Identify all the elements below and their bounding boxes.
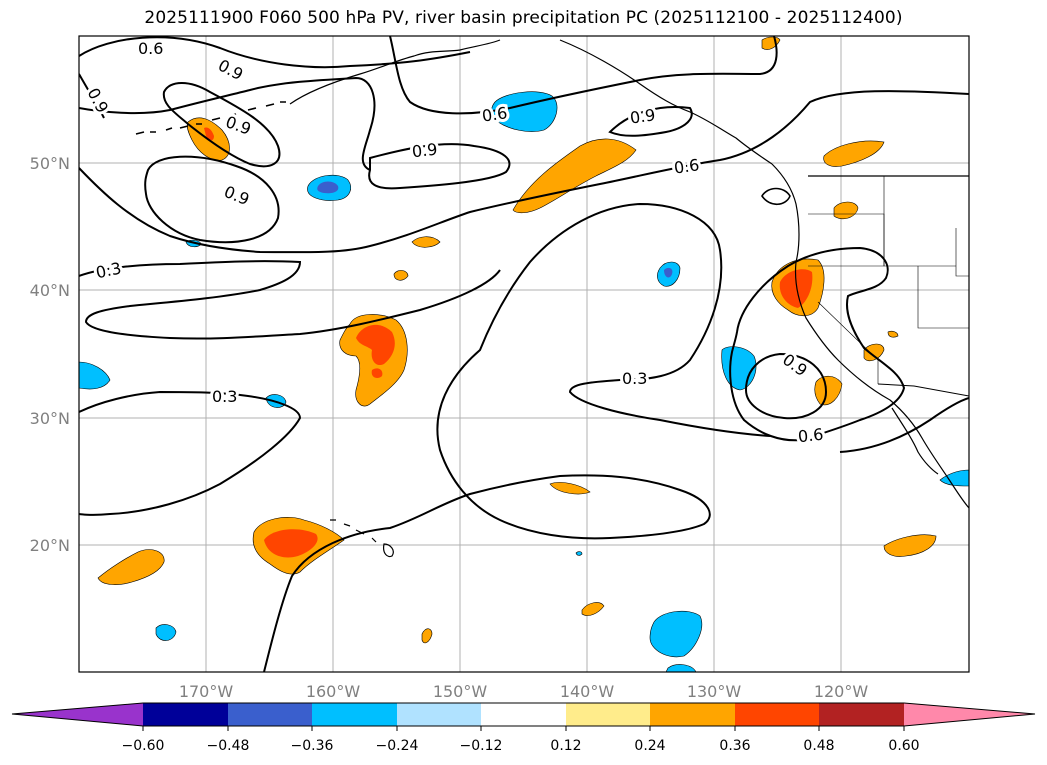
precip-blob — [421, 628, 433, 644]
aleutian-islands — [135, 101, 286, 135]
precip-blob — [356, 324, 395, 366]
colorbar: −0.60 −0.48 −0.36 −0.24 −0.12 0.12 0.24 … — [11, 702, 1036, 754]
baja-coast — [891, 407, 939, 475]
hawaii-islands — [330, 519, 394, 558]
contour-label: 0.9 — [629, 105, 657, 127]
border-us-mexico — [877, 383, 969, 397]
colorbar-tick-label: −0.36 — [291, 738, 334, 754]
precip-blob — [79, 361, 111, 390]
pv-contour-0.9 — [144, 155, 280, 244]
lon-tick-label: 120°W — [814, 682, 869, 701]
pv-contour-0.6 — [79, 76, 376, 171]
colorbar-seg-6 — [566, 703, 650, 726]
pv-contour-0.9 — [79, 73, 105, 119]
colorbar-seg-9 — [819, 703, 904, 726]
precip-blob — [664, 267, 673, 278]
precip-blob — [887, 330, 899, 338]
lat-tick-label: 40°N — [30, 281, 70, 300]
precip-blob — [317, 181, 339, 194]
state-borders — [808, 176, 969, 384]
coastlines — [135, 39, 969, 558]
lat-tick-label: 20°N — [30, 536, 70, 555]
contour-label: 0.6 — [797, 425, 824, 447]
pv-contour-0.9 — [79, 36, 471, 69]
precip-blob — [939, 469, 969, 487]
precip-blob — [581, 602, 605, 616]
precip-blob — [264, 529, 318, 558]
precip-blob — [411, 236, 441, 248]
precip-blob — [665, 664, 697, 672]
pv-contour-0.6 — [79, 90, 969, 254]
contour-label: 0.6 — [138, 39, 163, 58]
lat-tick-labels: 50°N 40°N 30°N 20°N — [30, 154, 70, 555]
precip-blob — [155, 624, 177, 641]
lon-tick-label: 130°W — [687, 682, 742, 701]
chart-title: 2025111900 F060 500 hPa PV, river basin … — [144, 8, 903, 28]
contour-label: 0.6 — [673, 155, 701, 177]
colorbar-tick-label: 0.48 — [803, 738, 834, 754]
colorbar-seg-10 — [904, 703, 1035, 726]
lon-tick-label: 170°W — [179, 682, 234, 701]
precip-blob — [512, 138, 637, 214]
pv-contour-0.3 — [263, 202, 771, 672]
precip-blob — [863, 343, 885, 362]
precip-blob — [823, 140, 885, 167]
lon-tick-label: 160°W — [306, 682, 361, 701]
precip-blob — [833, 201, 859, 220]
pv-contour-0.9 — [744, 352, 828, 420]
colorbar-seg-0 — [12, 703, 143, 726]
colorbar-tick-label: 0.36 — [719, 738, 750, 754]
pv-contour-0.6 — [389, 36, 778, 115]
lon-tick-label: 140°W — [560, 682, 615, 701]
colorbar-seg-3 — [312, 703, 397, 726]
precip-blob — [575, 551, 583, 556]
lon-tick-label: 150°W — [433, 682, 488, 701]
colorbar-tick-label: −0.48 — [207, 738, 250, 754]
colorbar-seg-4 — [397, 703, 481, 726]
contour-label: 0.6 — [481, 103, 509, 125]
map-frame — [78, 35, 970, 673]
pv-contour-0.6 — [839, 397, 969, 453]
contour-label: 0.3 — [212, 387, 237, 406]
colorbar-seg-1 — [143, 703, 228, 726]
precip-blob — [649, 610, 703, 658]
pv-contour-0.3 — [79, 260, 501, 340]
na-west-coast — [771, 163, 969, 509]
contour-label: 0.3 — [622, 369, 647, 388]
precip-blob — [814, 375, 843, 406]
lon-tick-labels: 170°W 160°W 150°W 140°W 130°W 120°W — [179, 682, 869, 701]
colorbar-seg-7 — [650, 703, 735, 726]
bc-islands — [761, 187, 791, 206]
colorbar-tick-label: −0.24 — [376, 738, 419, 754]
lat-tick-label: 50°N — [30, 154, 70, 173]
precip-blob — [371, 368, 383, 378]
colorbar-tick-label: 0.24 — [634, 738, 665, 754]
colorbar-seg-2 — [228, 703, 312, 726]
precip-blob — [549, 482, 591, 495]
colorbar-seg-5 — [481, 703, 566, 726]
colorbar-tick-label: 0.12 — [550, 738, 581, 754]
pv-contour-0.3 — [79, 390, 302, 516]
pv-contours — [79, 36, 969, 672]
alaska-coast — [289, 39, 773, 165]
colorbar-tick-label: −0.12 — [460, 738, 503, 754]
lat-tick-label: 30°N — [30, 409, 70, 428]
gridlines — [79, 36, 969, 672]
precip-blob — [393, 270, 409, 281]
pv-contour-0.9 — [608, 106, 693, 137]
positive-precip-blobs — [97, 36, 937, 644]
pv-contour-0.9 — [368, 143, 511, 190]
contour-label: 0.9 — [411, 140, 438, 162]
colorbar-tick-label: −0.60 — [122, 738, 165, 754]
precip-blob — [97, 549, 165, 585]
pv-contour-0.9 — [162, 82, 281, 168]
colorbar-seg-8 — [735, 703, 819, 726]
colorbar-tick-label: 0.60 — [888, 738, 919, 754]
pv-contour-0.6 — [729, 246, 906, 442]
precip-blob — [883, 534, 937, 557]
precip-blob — [204, 127, 214, 141]
precip-blob — [779, 269, 813, 308]
negative-precip-blobs — [79, 91, 969, 672]
